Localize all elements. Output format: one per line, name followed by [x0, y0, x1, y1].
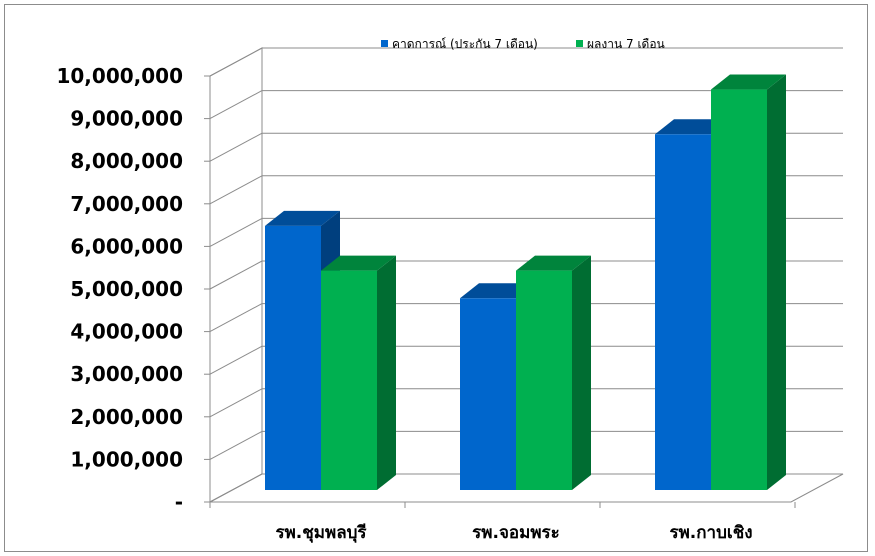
y-tick-label: 6,000,000 [70, 234, 183, 258]
gridline-depth [209, 90, 263, 120]
gridline-depth [209, 473, 263, 503]
gridline-depth [209, 132, 263, 162]
y-axis-ticks: - 1,000,000 2,000,000 3,000,000 4,000,000 5,0… [56, 64, 183, 514]
gridline-depth [209, 430, 263, 460]
x-tick-label: รพ.กาบเชิง [669, 523, 752, 543]
bar-top [265, 210, 340, 226]
y-tick-label: 8,000,000 [70, 149, 183, 173]
gridline-depth [209, 388, 263, 418]
bar [321, 255, 396, 490]
bar-front [460, 298, 516, 490]
y-tick-label: 10,000,000 [56, 64, 183, 88]
gridline-depth [209, 303, 263, 333]
legend-item: ผลงาน 7 เดือน [576, 37, 665, 51]
bar-side [767, 74, 786, 490]
y-tick-label: - [175, 490, 183, 514]
y-tick-label: 1,000,000 [70, 447, 183, 471]
bar-side [377, 255, 396, 490]
y-tick-label: 4,000,000 [70, 320, 183, 344]
gridline-depth [209, 175, 263, 205]
bar-front [265, 225, 321, 490]
y-tick-label: 5,000,000 [70, 277, 183, 301]
legend-swatch [381, 40, 388, 47]
bar [516, 255, 591, 490]
bars [265, 74, 786, 491]
bar-side [572, 255, 591, 490]
bar [711, 74, 786, 490]
bar-top [711, 74, 786, 90]
gridline-depth [209, 345, 263, 375]
legend-swatch [576, 40, 583, 47]
gridline-depth [209, 217, 263, 247]
bar-top [516, 255, 591, 271]
legend: คาดการณ์ (ประกัน 7 เดือน) ผลงาน 7 เดือน [381, 37, 665, 51]
bar-front [516, 270, 572, 490]
y-tick-label: 2,000,000 [70, 405, 183, 429]
legend-label: คาดการณ์ (ประกัน 7 เดือน) [392, 37, 538, 51]
bar-top [321, 255, 396, 271]
gridline-depth [209, 260, 263, 290]
y-tick-label: 3,000,000 [70, 362, 183, 386]
y-tick-label: 7,000,000 [70, 192, 183, 216]
bar-front [711, 89, 767, 490]
legend-item: คาดการณ์ (ประกัน 7 เดือน) [381, 37, 538, 51]
x-axis-ticks: รพ.ชุมพลบุรี รพ.จอมพระ รพ.กาบเชิง [209, 502, 796, 543]
legend-label: ผลงาน 7 เดือน [587, 37, 665, 51]
bar-front [655, 134, 711, 491]
x-tick-label: รพ.จอมพระ [472, 523, 560, 543]
bar-front [321, 270, 377, 490]
gridline-depth [209, 47, 263, 77]
x-tick-label: รพ.ชุมพลบุรี [275, 522, 367, 543]
y-tick-label: 9,000,000 [70, 107, 183, 131]
